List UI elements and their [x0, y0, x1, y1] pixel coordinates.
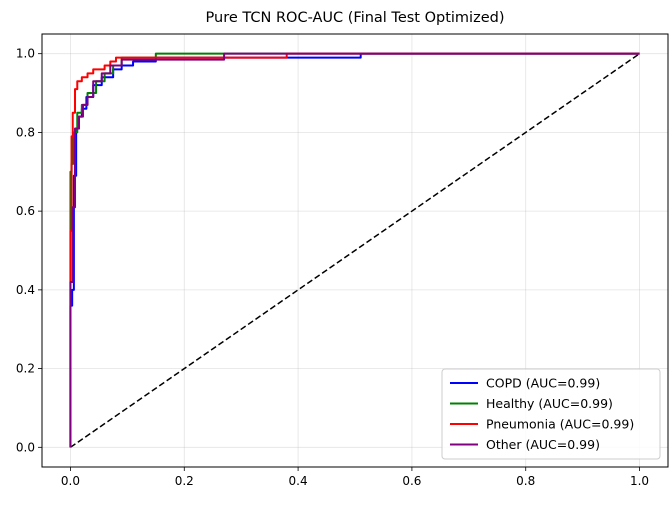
x-tick-label: 0.0 [61, 474, 80, 488]
y-tick-label: 0.0 [16, 440, 35, 454]
series-line-2 [69, 52, 640, 448]
legend-label: Other (AUC=0.99) [486, 437, 600, 452]
legend: COPD (AUC=0.99) Healthy (AUC=0.99) Pneumon… [441, 368, 661, 460]
reference-diagonal-line [70, 53, 640, 448]
grid [42, 34, 668, 467]
y-axis: 0.0 0.2 0.4 0.6 0.8 1.0 [16, 47, 42, 454]
y-tick-label: 0.4 [16, 283, 35, 297]
series-line-3 [69, 52, 640, 448]
y-tick-label: 0.6 [16, 204, 35, 218]
series-layer [69, 52, 640, 448]
legend-box [441, 368, 661, 460]
y-tick-label: 1.0 [16, 47, 35, 61]
legend-label: Healthy (AUC=0.99) [486, 396, 613, 411]
reference-layer [70, 53, 640, 448]
x-tick-label: 0.2 [175, 474, 194, 488]
x-tick-label: 0.4 [289, 474, 308, 488]
x-tick-label: 0.8 [516, 474, 535, 488]
y-tick-label: 0.2 [16, 362, 35, 376]
chart-title: Pure TCN ROC-AUC (Final Test Optimized) [206, 10, 505, 26]
x-tick-label: 0.6 [402, 474, 421, 488]
legend-label: COPD (AUC=0.99) [486, 376, 600, 391]
x-axis: 0.0 0.2 0.4 0.6 0.8 1.0 [61, 467, 649, 488]
legend-label: Pneumonia (AUC=0.99) [486, 417, 634, 432]
y-tick-label: 0.8 [16, 125, 35, 139]
x-tick-label: 1.0 [630, 474, 649, 488]
axes-frame [41, 33, 669, 468]
